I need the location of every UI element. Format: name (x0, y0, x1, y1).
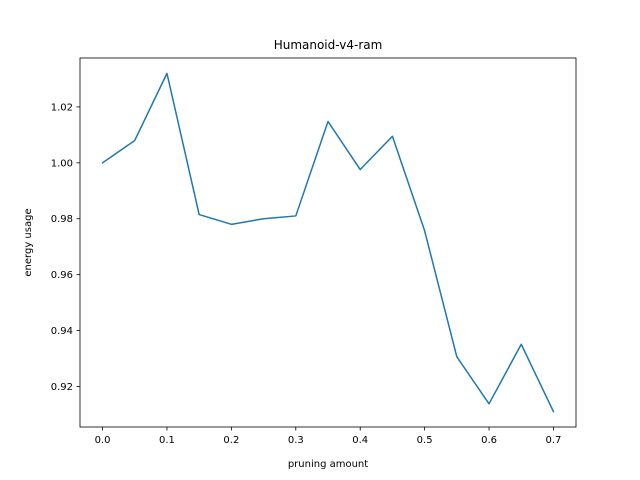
x-tick-label: 0.6 (481, 435, 497, 446)
x-tick-label: 0.3 (288, 435, 304, 446)
y-tick-label: 0.96 (51, 270, 73, 281)
y-tick-label: 0.92 (51, 382, 73, 393)
x-tick-label: 0.4 (352, 435, 368, 446)
y-tick-label: 1.00 (51, 158, 73, 169)
chart-title: Humanoid-v4-ram (274, 38, 383, 52)
y-axis-label: energy usage (23, 208, 34, 276)
plot-area (80, 58, 576, 427)
series-layer (101, 72, 555, 413)
x-tick-label: 0.2 (223, 435, 239, 446)
series-line-0 (101, 72, 555, 413)
plot-frame (79, 57, 577, 428)
y-tick-label: 1.02 (51, 102, 73, 113)
x-tick-label: 0.7 (546, 435, 562, 446)
x-axis-label: pruning amount (288, 459, 368, 470)
x-tick-label: 0.1 (159, 435, 175, 446)
x-tick-label: 0.0 (95, 435, 111, 446)
x-axis-ticks: 0.0 0.1 0.2 0.3 0.4 0.5 0.6 0.7 (95, 427, 562, 446)
y-tick-label: 0.94 (51, 326, 73, 337)
y-tick-label: 0.98 (51, 214, 73, 225)
x-tick-label: 0.5 (417, 435, 433, 446)
y-axis-ticks: 0.92 0.94 0.96 0.98 1.00 1.02 (51, 102, 80, 393)
